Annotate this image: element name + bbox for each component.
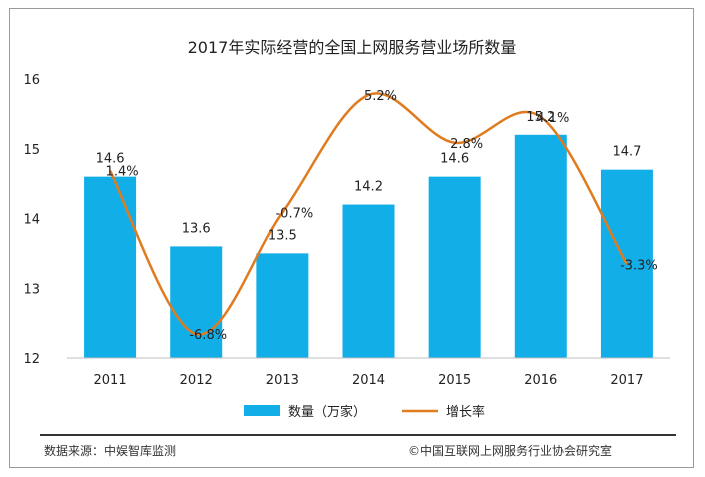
x-tick-label: 2011 [94, 373, 127, 388]
bar-value-label: 14.6 [440, 152, 469, 167]
growth-rate-label: -0.7% [275, 207, 313, 222]
bar-2014 [342, 204, 395, 358]
combo-chart: 2017年实际经营的全国上网服务营业场所数量 12 13 14 15 16 2011 2012… [23, 38, 670, 420]
x-tick-label: 2017 [610, 373, 643, 388]
growth-rate-line [108, 92, 629, 336]
bar-value-label: 14.6 [96, 152, 125, 167]
x-tick-label: 2013 [266, 373, 299, 388]
chart-frame: 2017年实际经营的全国上网服务营业场所数量 12 13 14 15 16 2011 2012… [9, 8, 694, 468]
growth-rate-label: 4.1% [536, 111, 569, 126]
bar-2016 [514, 134, 567, 358]
x-tick-label: 2012 [180, 373, 213, 388]
legend-swatch-bars [244, 405, 280, 416]
source-note: 数据来源：中娱智库监测 [44, 444, 177, 458]
legend-label-line: 增长率 [446, 404, 485, 420]
legend-label-bars: 数量（万家） [288, 404, 366, 420]
bar-value-label: 14.2 [354, 180, 383, 195]
bar-value-label: 13.6 [182, 221, 211, 236]
bar-2012 [170, 246, 223, 358]
growth-rate-label: 2.8% [450, 137, 483, 152]
footer-divider [40, 434, 676, 436]
bar-value-label: 14.7 [612, 145, 641, 160]
x-tick-label: 2014 [352, 373, 385, 388]
growth-rate-label: -3.3% [620, 258, 658, 273]
chart-title: 2017年实际经营的全国上网服务营业场所数量 [188, 38, 517, 57]
copyright-note: ©中国互联网上网服务行业协会研究室 [408, 444, 613, 458]
growth-rate-label: 1.4% [106, 165, 139, 180]
y-tick-label: 12 [23, 352, 40, 367]
growth-rate-label: 5.2% [364, 89, 397, 104]
y-tick-label: 16 [23, 73, 40, 88]
x-tick-label: 2016 [524, 373, 557, 388]
y-tick-label: 14 [23, 213, 40, 228]
y-tick-label: 13 [23, 282, 40, 297]
bar-2013 [256, 253, 309, 358]
bar-2011 [84, 176, 137, 358]
x-tick-label: 2015 [438, 373, 471, 388]
bar-value-label: 15.2 [526, 110, 555, 125]
y-tick-label: 15 [23, 143, 40, 158]
growth-rate-label: -6.8% [189, 328, 227, 343]
bar-value-label: 13.5 [268, 228, 297, 243]
bar-2015 [428, 176, 481, 358]
